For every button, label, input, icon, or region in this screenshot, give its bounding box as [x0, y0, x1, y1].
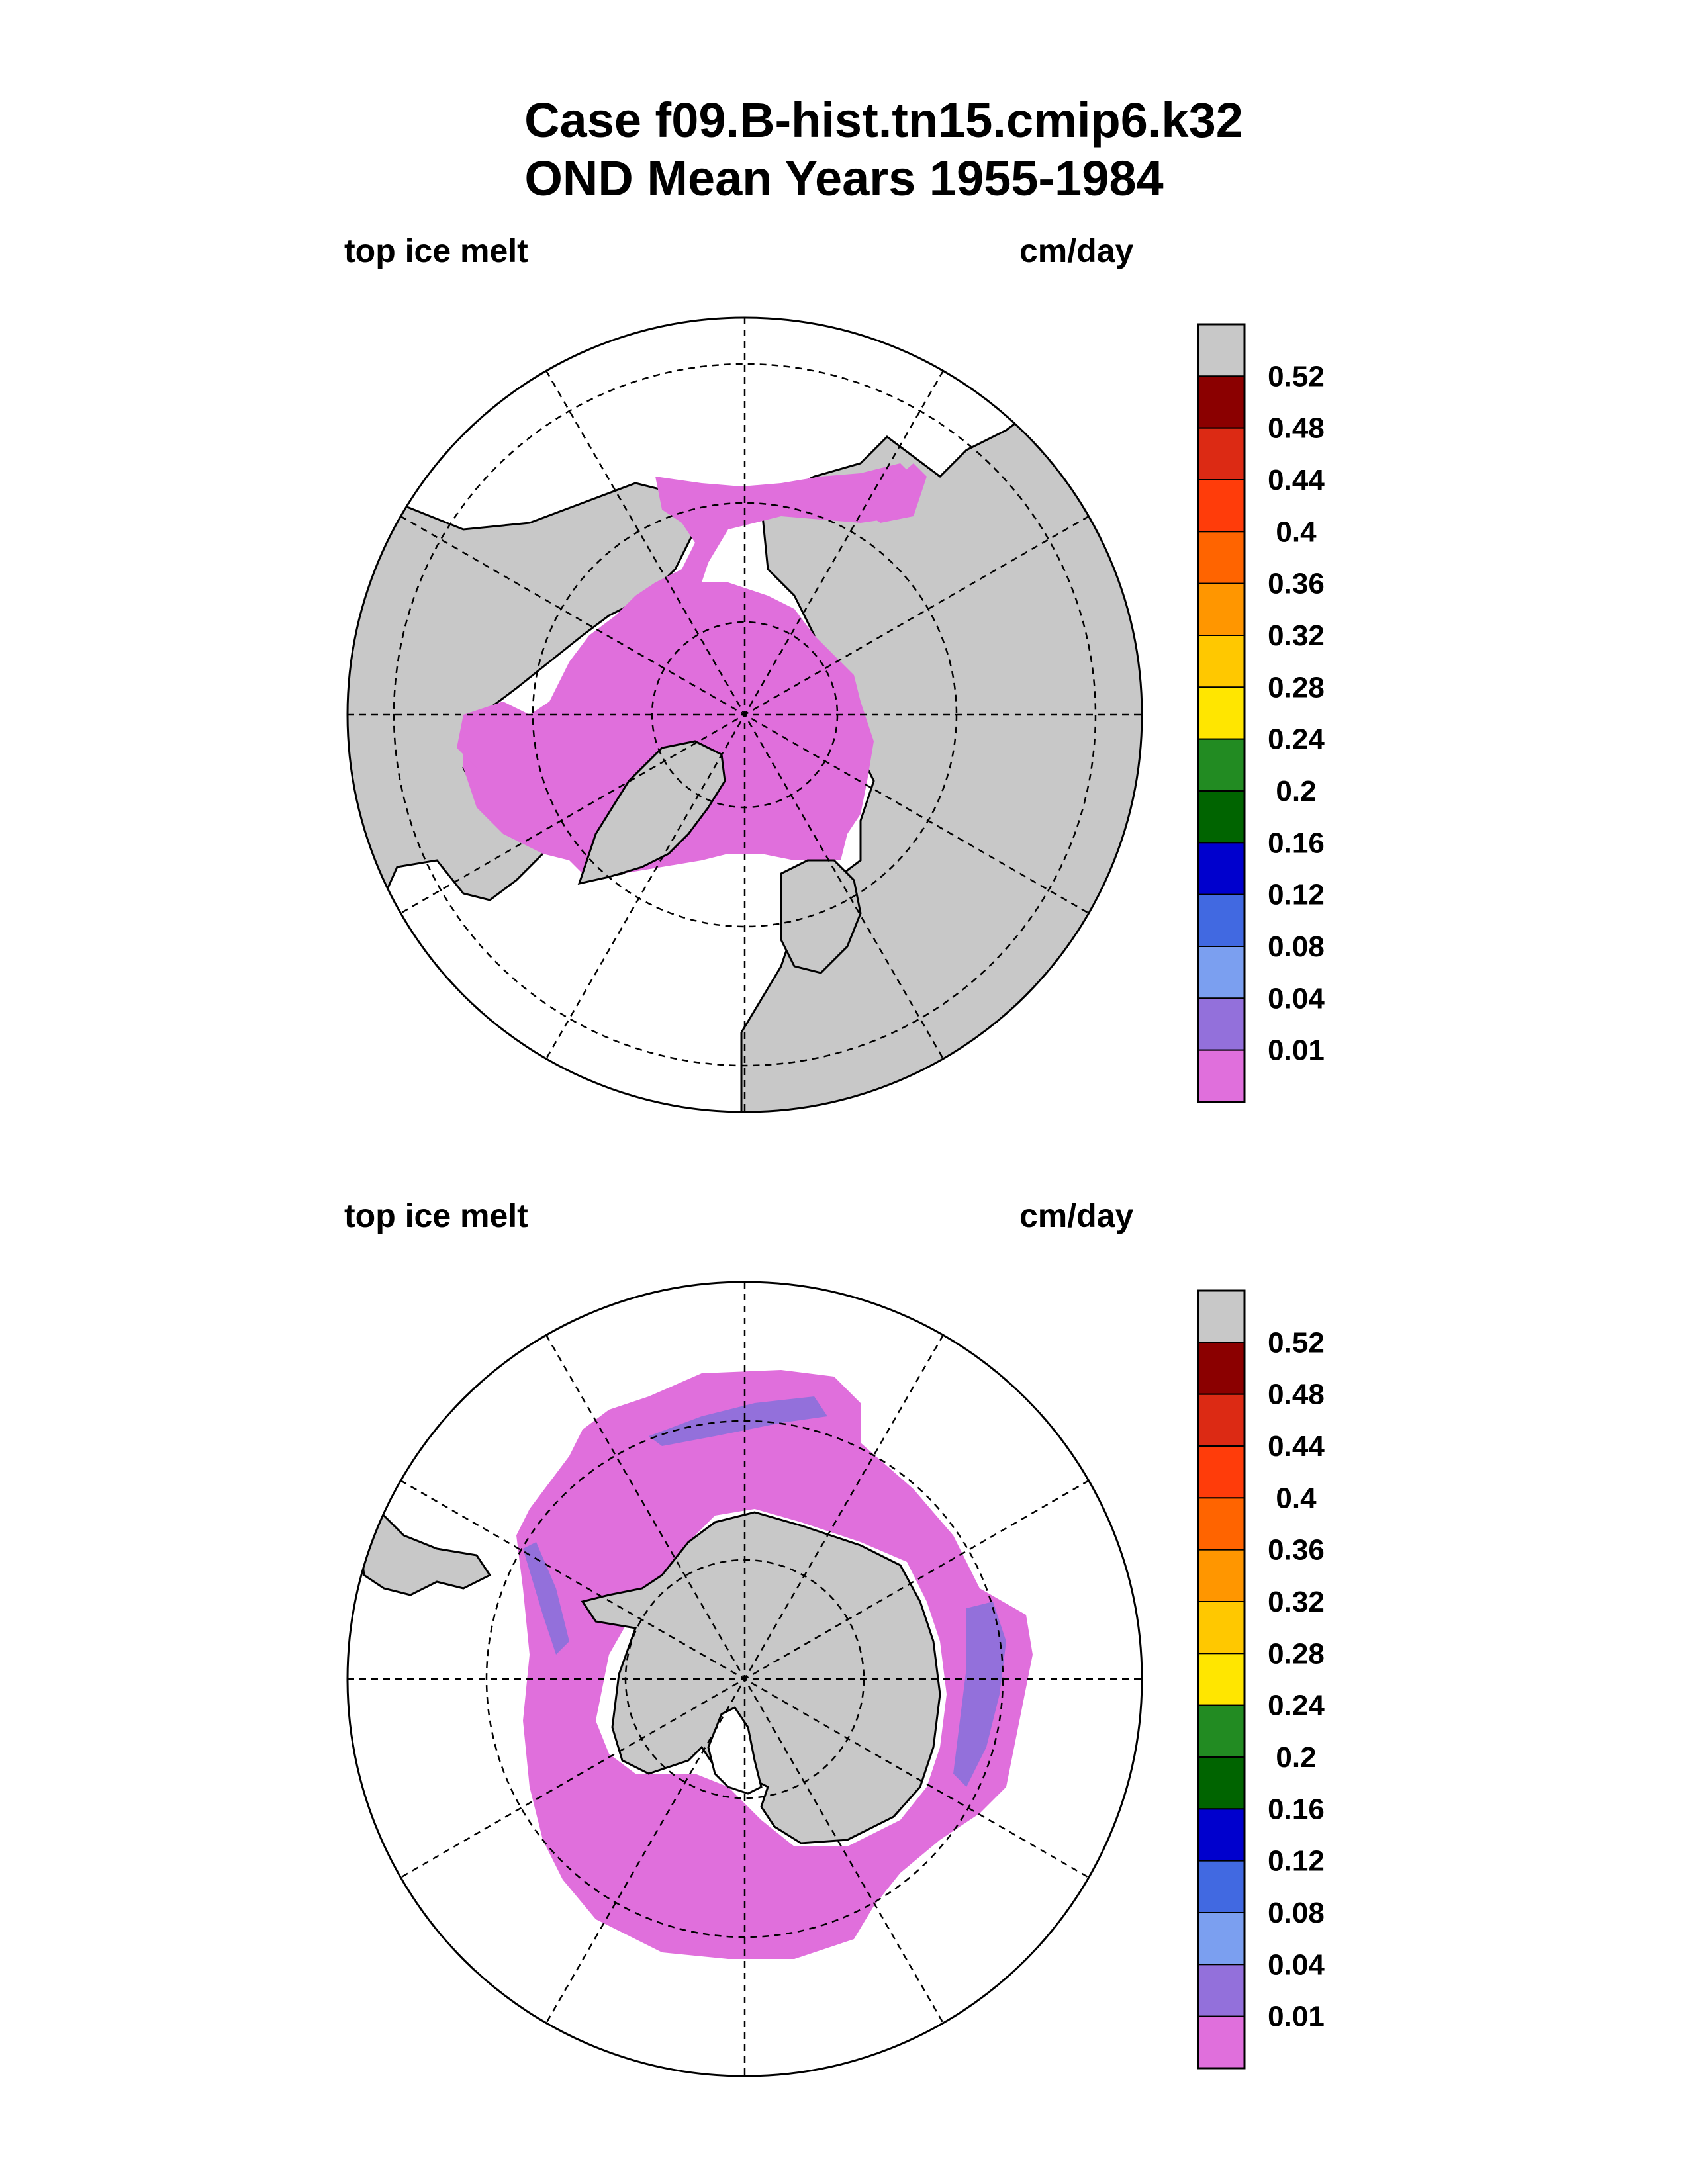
south-colorbar-swatch [1197, 1549, 1245, 1603]
south-colorbar-label: 0.32 [1268, 1586, 1325, 1618]
north-colorbar: 0.52 0.48 0.44 0.4 0.36 0.32 0.28 0.24 0.2 0.16 0.… [1197, 323, 1325, 1103]
north-colorbar-label: 0.08 [1268, 931, 1325, 963]
south-colorbar-label: 0.08 [1268, 1897, 1325, 1929]
north-polar-map [346, 316, 1143, 1113]
south-colorbar-label: 0.44 [1268, 1430, 1325, 1463]
south-colorbar-swatch [1197, 1860, 1245, 1914]
south-colorbar: 0.52 0.48 0.44 0.4 0.36 0.32 0.28 0.24 0.2 0.16 0.… [1197, 1289, 1325, 2070]
north-colorbar-swatch [1197, 738, 1245, 792]
south-colorbar-swatch [1197, 1497, 1245, 1551]
south-colorbar-label: 0.2 [1276, 1741, 1316, 1774]
north-colorbar-swatch [1197, 946, 1245, 999]
south-colorbar-swatch [1197, 1808, 1245, 1862]
north-colorbar-swatch [1197, 893, 1245, 947]
south-units-label: cm/day [1019, 1197, 1134, 1234]
south-colorbar-label: 0.4 [1276, 1482, 1317, 1514]
south-colorbar-swatch [1197, 1964, 1245, 2017]
north-ice-melt-hudson [457, 702, 530, 774]
title-line-1: Case f09.B-hist.tn15.cmip6.k32 [524, 93, 1243, 148]
south-polar-map [346, 1281, 1143, 2077]
north-colorbar-label: 0.4 [1276, 516, 1317, 548]
north-colorbar-swatch [1197, 582, 1245, 637]
north-colorbar-label: 0.36 [1268, 568, 1325, 600]
north-colorbar-label: 0.04 [1268, 982, 1325, 1015]
south-colorbar-swatch [1197, 1912, 1245, 1966]
north-colorbar-label: 0.01 [1268, 1034, 1325, 1067]
north-units-label: cm/day [1019, 232, 1134, 269]
north-colorbar-label: 0.44 [1268, 464, 1325, 496]
south-ross-sea [707, 1706, 763, 1795]
north-colorbar-swatch [1197, 842, 1245, 895]
south-ice-melt-001-b [953, 1602, 1006, 1787]
south-colorbar-swatch [1197, 1601, 1245, 1655]
title-line-2: OND Mean Years 1955-1984 [524, 151, 1164, 206]
north-colorbar-label: 0.32 [1268, 619, 1325, 652]
north-colorbar-swatch [1197, 531, 1245, 584]
north-colorbar-swatch [1197, 997, 1245, 1051]
south-variable-label: top ice melt [344, 1197, 528, 1234]
north-colorbar-label: 0.48 [1268, 412, 1325, 445]
south-map-border [346, 1281, 1143, 2077]
north-colorbar-border [1197, 323, 1246, 1103]
south-colorbar-swatch [1197, 2015, 1245, 2070]
north-colorbar-swatch [1197, 1049, 1245, 1103]
south-colorbar-swatch [1197, 1342, 1245, 1395]
south-colorbar-swatch [1197, 1290, 1245, 1343]
south-colorbar-border [1197, 1289, 1246, 2070]
south-colorbar-label: 0.48 [1268, 1379, 1325, 1411]
south-colorbar-label: 0.28 [1268, 1637, 1325, 1670]
north-colorbar-label: 0.16 [1268, 827, 1325, 859]
north-map-border [346, 316, 1143, 1113]
north-colorbar-label: 0.2 [1276, 775, 1316, 807]
north-colorbar-swatch [1197, 790, 1245, 844]
north-colorbar-label: 0.24 [1268, 723, 1325, 756]
north-colorbar-swatch [1197, 324, 1245, 377]
north-colorbar-label: 0.28 [1268, 671, 1325, 704]
north-colorbar-swatch [1197, 375, 1245, 429]
south-colorbar-label: 0.04 [1268, 1948, 1325, 1981]
north-ice-melt-region [463, 463, 914, 880]
south-ice-melt-001-c [523, 1542, 569, 1655]
south-colorbar-swatch [1197, 1704, 1245, 1758]
north-land-scandinavia [780, 859, 862, 974]
north-colorbar-swatch [1197, 479, 1245, 533]
south-colorbar-label: 0.16 [1268, 1793, 1325, 1825]
north-colorbar-label: 0.12 [1268, 879, 1325, 911]
south-colorbar-label: 0.52 [1268, 1326, 1325, 1359]
north-colorbar-swatch [1197, 686, 1245, 740]
south-colorbar-swatch [1197, 1653, 1245, 1706]
south-ice-melt-ring [516, 1370, 1033, 1959]
south-land-south-america [356, 1514, 492, 1596]
north-variable-label: top ice melt [344, 232, 528, 269]
north-colorbar-swatch [1197, 635, 1245, 688]
south-colorbar-swatch [1197, 1445, 1245, 1499]
south-colorbar-label: 0.24 [1268, 1690, 1325, 1722]
north-colorbar-label: 0.52 [1268, 360, 1325, 392]
north-ice-melt-okhotsk [861, 463, 927, 523]
south-colorbar-label: 0.36 [1268, 1534, 1325, 1567]
south-colorbar-label: 0.01 [1268, 2001, 1325, 2033]
south-colorbar-swatch [1197, 1756, 1245, 1810]
south-colorbar-swatch [1197, 1393, 1245, 1447]
north-colorbar-swatch [1197, 427, 1245, 481]
south-colorbar-label: 0.12 [1268, 1845, 1325, 1878]
